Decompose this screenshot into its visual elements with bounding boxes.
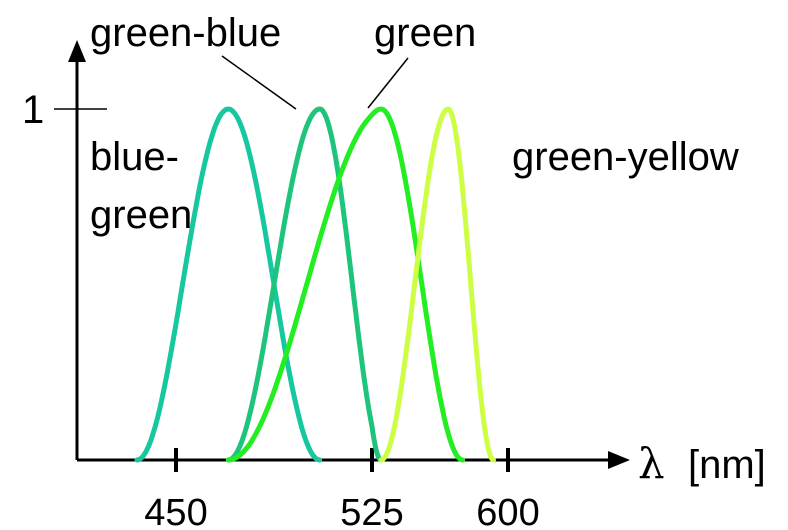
series-curves	[134, 106, 496, 463]
x-tick-label-525: 525	[340, 492, 403, 530]
label-green-yellow: green-yellow	[512, 135, 739, 179]
label-green: green	[374, 11, 476, 55]
green-blue-leader-line	[221, 55, 297, 110]
curve-blue-green	[134, 106, 323, 463]
curve-green	[225, 106, 466, 463]
x-tick-label-450: 450	[144, 492, 207, 530]
label-blue-green-line2: green	[90, 193, 192, 237]
label-blue-green-line1: blue-	[90, 135, 179, 179]
y-tick-label-1: 1	[22, 88, 44, 132]
x-axis-label-lambda: λ	[638, 439, 665, 488]
curve-green-blue	[225, 106, 384, 463]
y-axis-arrowhead	[68, 40, 86, 62]
curve-green-yellow	[378, 106, 496, 463]
x-tick-label-600: 600	[476, 492, 539, 530]
green-leader-line	[367, 57, 409, 109]
label-green-blue: green-blue	[90, 11, 281, 55]
x-axis-label-unit: [nm]	[688, 443, 766, 487]
x-axis-arrowhead	[608, 451, 630, 469]
